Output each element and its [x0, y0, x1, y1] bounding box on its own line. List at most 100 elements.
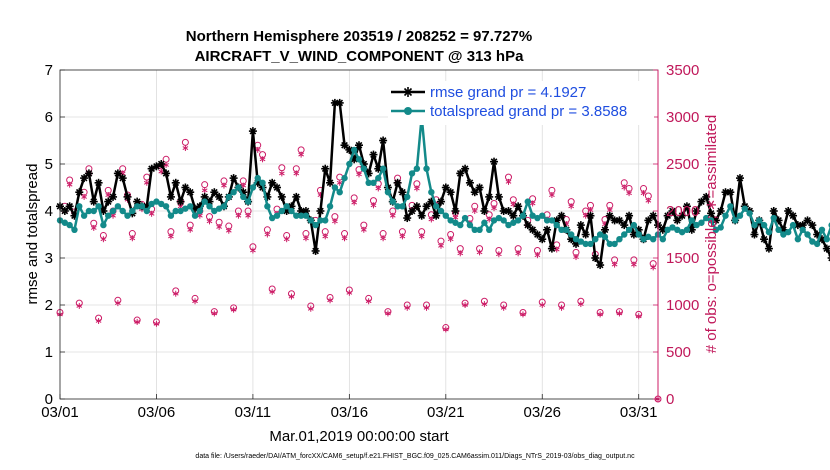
rmse-point [668, 207, 677, 215]
x-tick-label: 03/31 [620, 404, 658, 421]
y-right-tick-label: 1500 [666, 250, 699, 267]
totalspread-point [307, 217, 314, 224]
y-right-tick-label: 2500 [666, 156, 699, 173]
rmse-point [355, 141, 363, 150]
totalspread-point [404, 193, 411, 201]
rmse-point [644, 216, 653, 225]
totalspread-point [785, 228, 792, 236]
obs-assimilated-marker [471, 208, 478, 214]
rmse-point [600, 225, 609, 234]
obs-assimilated-marker [370, 202, 377, 209]
x-tick-label: 03/11 [235, 404, 271, 421]
totalspread-point [191, 212, 199, 219]
obs-assimilated-marker [626, 190, 632, 197]
totalspread-point [447, 217, 454, 224]
rmse-point [157, 160, 166, 168]
totalspread-point [437, 207, 445, 215]
obs-assimilated-marker [635, 313, 642, 320]
totalspread-point [794, 236, 802, 243]
totalspread-point [674, 226, 681, 233]
rmse-point [485, 192, 494, 201]
obs-assimilated-marker [240, 182, 247, 189]
totalspread-point [461, 214, 469, 222]
x-axis-label: Mar.01,2019 00:00:00 start [269, 428, 449, 445]
totalspread-point [119, 207, 126, 215]
totalspread-point [481, 219, 488, 226]
rmse-point [181, 183, 190, 192]
totalspread-point [514, 217, 522, 224]
totalspread-point [630, 221, 638, 229]
totalspread-point [775, 226, 782, 233]
rmse-point [321, 164, 330, 173]
totalspread-point [172, 207, 179, 215]
legend-rmse-label: rmse grand pr = 4.1927 [430, 84, 586, 101]
totalspread-point [201, 198, 208, 205]
totalspread-point [688, 217, 695, 224]
rmse-point [528, 225, 537, 234]
totalspread-point [823, 236, 830, 243]
obs-assimilated-marker [216, 223, 223, 230]
totalspread-point [336, 189, 343, 196]
totalspread-point [259, 179, 266, 186]
rmse-point [789, 211, 798, 220]
totalspread-point [741, 205, 749, 212]
totalspread-point [215, 205, 223, 212]
rmse-point [615, 216, 624, 225]
totalspread-point [548, 217, 556, 224]
obs-assimilated-marker [293, 170, 300, 177]
y-tick-label: 1 [45, 344, 53, 361]
totalspread-point [553, 221, 560, 229]
totalspread-point [105, 212, 112, 219]
obs-assimilated-marker [351, 199, 358, 206]
rmse-point [422, 202, 431, 211]
rmse-point [215, 192, 224, 201]
rmse-point [581, 230, 590, 239]
rmse-point [408, 207, 417, 215]
totalspread-point [529, 212, 536, 219]
obs-assimilated-marker [264, 231, 271, 238]
totalspread-point [133, 203, 141, 210]
obs-assimilated-marker [611, 261, 618, 268]
totalspread-point [640, 236, 647, 243]
legend-rmse-marker [403, 87, 413, 97]
obs-assimilated-marker [457, 250, 464, 257]
totalspread-point [331, 184, 339, 191]
obs-assimilated-marker [148, 210, 155, 217]
rmse-point [504, 207, 513, 215]
legend-box [388, 81, 654, 125]
totalspread-point [539, 212, 546, 219]
totalspread-point [577, 238, 585, 245]
totalspread-point [244, 198, 252, 205]
obs-assimilated-marker [105, 192, 112, 199]
totalspread-point [148, 200, 155, 208]
totalspread-point [457, 221, 464, 229]
totalspread-point [645, 233, 652, 241]
obs-assimilated-marker [168, 233, 174, 240]
totalspread-point [442, 212, 450, 219]
totalspread-point [452, 219, 459, 226]
rmse-point [692, 207, 701, 215]
totalspread-point [423, 165, 430, 172]
rmse-point [171, 178, 180, 187]
totalspread-point [124, 212, 131, 219]
totalspread-point [683, 226, 691, 233]
y-tick-label: 4 [45, 203, 53, 220]
totalspread-point [375, 174, 382, 182]
obs-assimilated-marker [549, 192, 555, 199]
totalspread-point [143, 207, 151, 215]
totalspread-point [505, 221, 512, 229]
obs-assimilated-marker [640, 190, 647, 197]
rmse-point [547, 244, 556, 253]
rmse-point [716, 207, 725, 215]
totalspread-point [187, 203, 194, 210]
totalspread-point [765, 228, 773, 236]
y-tick-label: 5 [45, 156, 53, 173]
rmse-point [94, 178, 103, 187]
rmse-point [210, 188, 219, 197]
totalspread-point [394, 203, 401, 210]
x-tick-label: 03/06 [138, 404, 176, 421]
totalspread-point [138, 203, 146, 210]
totalspread-point [495, 214, 503, 222]
rmse-point [326, 178, 335, 187]
rmse-point [248, 127, 257, 136]
